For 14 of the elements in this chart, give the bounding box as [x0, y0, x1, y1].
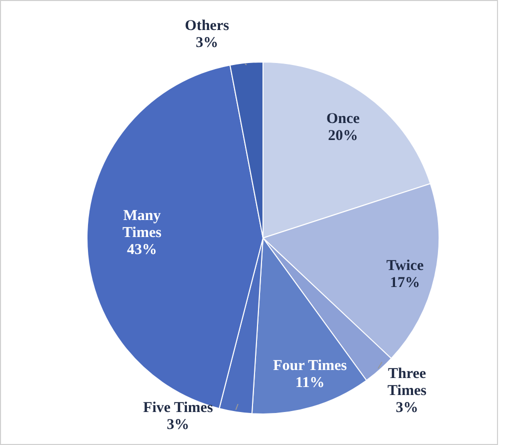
slice-label: Three Times: [388, 366, 427, 399]
slice-label: Five Times: [143, 400, 214, 416]
slice-label: Others: [184, 18, 230, 34]
slice-label: Once: [326, 111, 360, 127]
data-label: 43%: [127, 242, 157, 258]
slice-label: Many Times: [122, 208, 162, 241]
data-label: 3%: [196, 35, 218, 51]
slice-label: Twice: [386, 258, 424, 274]
data-label: 20%: [328, 128, 358, 144]
slice-label: Four Times: [273, 358, 348, 374]
data-label: 11%: [295, 375, 325, 391]
data-label: 3%: [396, 400, 418, 416]
data-label: 17%: [390, 275, 420, 291]
data-label: 3%: [166, 417, 190, 433]
